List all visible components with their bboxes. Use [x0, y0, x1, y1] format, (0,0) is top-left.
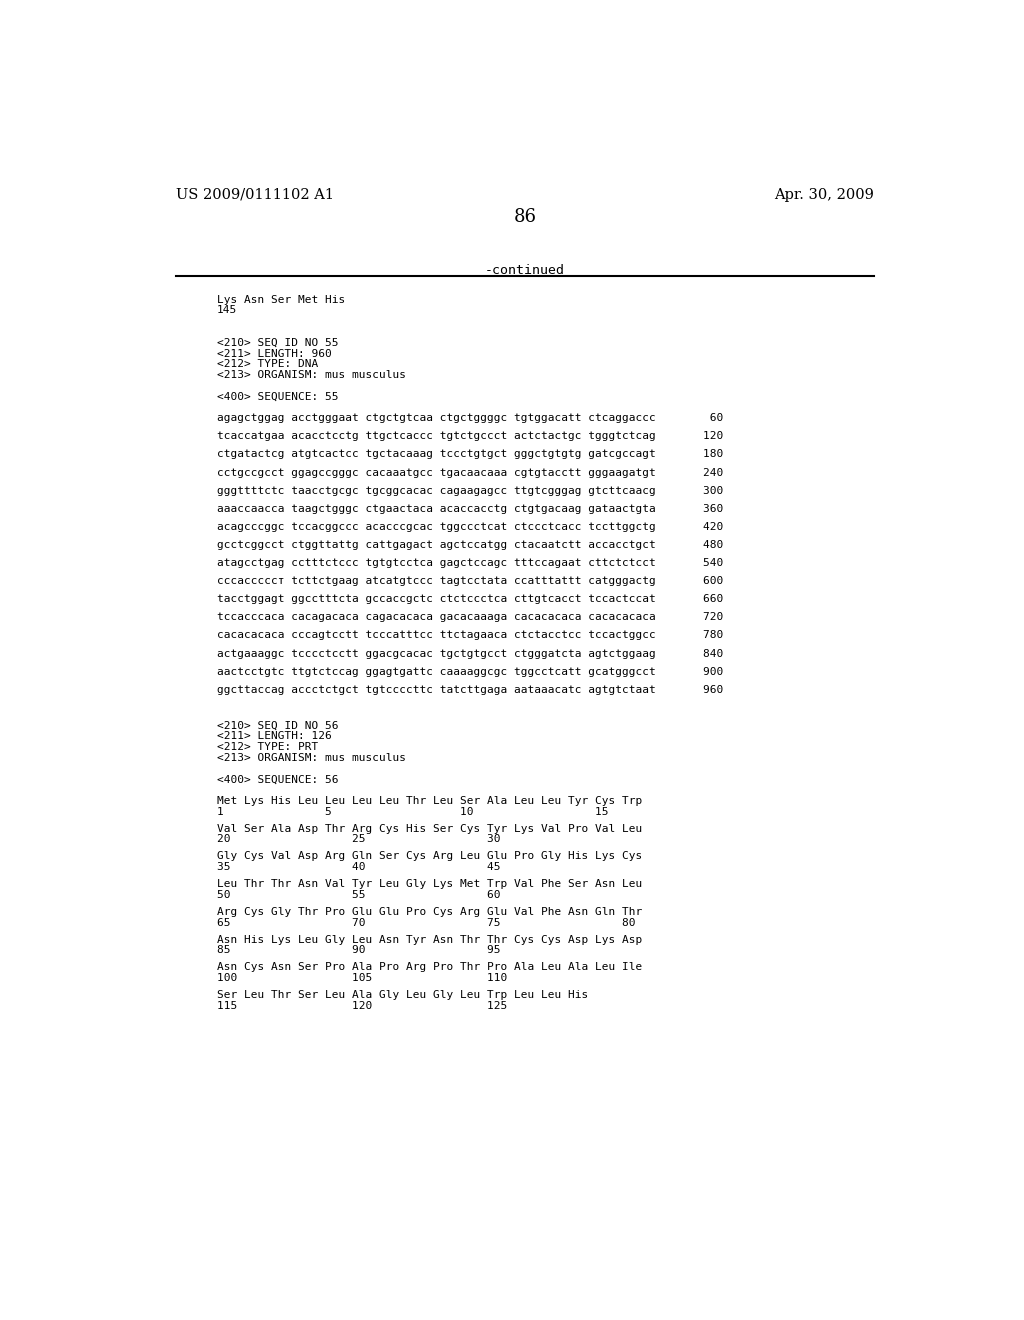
Text: tacctggagt ggcctttcta gccaccgctc ctctccctca cttgtcacct tccactccat       660: tacctggagt ggcctttcta gccaccgctc ctctccc…	[217, 594, 723, 605]
Text: tcaccatgaa acacctcctg ttgctcaccc tgtctgccct actctactgc tgggtctcag       120: tcaccatgaa acacctcctg ttgctcaccc tgtctgc…	[217, 432, 723, 441]
Text: Gly Cys Val Asp Arg Gln Ser Cys Arg Leu Glu Pro Gly His Lys Cys: Gly Cys Val Asp Arg Gln Ser Cys Arg Leu …	[217, 851, 642, 862]
Text: gggttttctc taacctgcgc tgcggcacac cagaagagcc ttgtcgggag gtcttcaacg       300: gggttttctc taacctgcgc tgcggcacac cagaaga…	[217, 486, 723, 495]
Text: 1               5                   10                  15: 1 5 10 15	[217, 807, 608, 817]
Text: <210> SEQ ID NO 56: <210> SEQ ID NO 56	[217, 721, 339, 730]
Text: Asn Cys Asn Ser Pro Ala Pro Arg Pro Thr Pro Ala Leu Ala Leu Ile: Asn Cys Asn Ser Pro Ala Pro Arg Pro Thr …	[217, 962, 642, 973]
Text: atagcctgag cctttctccc tgtgtcctca gagctccagc tttccagaat cttctctcct       540: atagcctgag cctttctccc tgtgtcctca gagctcc…	[217, 558, 723, 568]
Text: Apr. 30, 2009: Apr. 30, 2009	[774, 187, 873, 202]
Text: gcctcggcct ctggttattg cattgagact agctccatgg ctacaatctt accacctgct       480: gcctcggcct ctggttattg cattgagact agctcca…	[217, 540, 723, 550]
Text: 100                 105                 110: 100 105 110	[217, 973, 507, 983]
Text: Ser Leu Thr Ser Leu Ala Gly Leu Gly Leu Trp Leu Leu His: Ser Leu Thr Ser Leu Ala Gly Leu Gly Leu …	[217, 990, 589, 1001]
Text: cccacccccт tcttctgaag atcatgtccc tagtcctata ccatttattt catgggactg       600: cccacccccт tcttctgaag atcatgtccc tagtcct…	[217, 576, 723, 586]
Text: <210> SEQ ID NO 55: <210> SEQ ID NO 55	[217, 338, 339, 347]
Text: Met Lys His Leu Leu Leu Leu Thr Leu Ser Ala Leu Leu Tyr Cys Trp: Met Lys His Leu Leu Leu Leu Thr Leu Ser …	[217, 796, 642, 807]
Text: <211> LENGTH: 126: <211> LENGTH: 126	[217, 731, 332, 742]
Text: ggcttaccag accctctgct tgtccccttc tatcttgaga aataaacatc agtgtctaat       960: ggcttaccag accctctgct tgtccccttc tatcttg…	[217, 685, 723, 694]
Text: Lys Asn Ser Met His: Lys Asn Ser Met His	[217, 294, 345, 305]
Text: 85                  90                  95: 85 90 95	[217, 945, 501, 956]
Text: -continued: -continued	[484, 264, 565, 277]
Text: cacacacaca cccagtcctt tcccatttcc ttctagaaca ctctacctcc tccactggcc       780: cacacacaca cccagtcctt tcccatttcc ttctaga…	[217, 631, 723, 640]
Text: <212> TYPE: DNA: <212> TYPE: DNA	[217, 359, 318, 370]
Text: ctgatactcg atgtcactcc tgctacaaag tccctgtgct gggctgtgtg gatcgccagt       180: ctgatactcg atgtcactcc tgctacaaag tccctgt…	[217, 449, 723, 459]
Text: tccacccaca cacagacaca cagacacaca gacacaaaga cacacacaca cacacacaca       720: tccacccaca cacagacaca cagacacaca gacacaa…	[217, 612, 723, 622]
Text: cctgccgcct ggagccgggc cacaaatgcc tgacaacaaa cgtgtacctt gggaagatgt       240: cctgccgcct ggagccgggc cacaaatgcc tgacaac…	[217, 467, 723, 478]
Text: 20                  25                  30: 20 25 30	[217, 834, 501, 845]
Text: Asn His Lys Leu Gly Leu Asn Tyr Asn Thr Thr Cys Cys Asp Lys Asp: Asn His Lys Leu Gly Leu Asn Tyr Asn Thr …	[217, 935, 642, 945]
Text: 115                 120                 125: 115 120 125	[217, 1001, 507, 1011]
Text: 145: 145	[217, 305, 238, 315]
Text: agagctggag acctgggaat ctgctgtcaa ctgctggggc tgtggacatt ctcaggaccc        60: agagctggag acctgggaat ctgctgtcaa ctgctgg…	[217, 413, 723, 424]
Text: actgaaaggc tcccctcctt ggacgcacac tgctgtgcct ctgggatcta agtctggaag       840: actgaaaggc tcccctcctt ggacgcacac tgctgtg…	[217, 648, 723, 659]
Text: acagcccggc tccacggccc acacccgcac tggccctcat ctccctcacc tccttggctg       420: acagcccggc tccacggccc acacccgcac tggccct…	[217, 521, 723, 532]
Text: <212> TYPE: PRT: <212> TYPE: PRT	[217, 742, 318, 752]
Text: US 2009/0111102 A1: US 2009/0111102 A1	[176, 187, 334, 202]
Text: Val Ser Ala Asp Thr Arg Cys His Ser Cys Tyr Lys Val Pro Val Leu: Val Ser Ala Asp Thr Arg Cys His Ser Cys …	[217, 824, 642, 834]
Text: aactcctgtc ttgtctccag ggagtgattc caaaaggcgc tggcctcatt gcatgggcct       900: aactcctgtc ttgtctccag ggagtgattc caaaagg…	[217, 667, 723, 677]
Text: <400> SEQUENCE: 55: <400> SEQUENCE: 55	[217, 392, 339, 401]
Text: 86: 86	[513, 209, 537, 227]
Text: <211> LENGTH: 960: <211> LENGTH: 960	[217, 348, 332, 359]
Text: <213> ORGANISM: mus musculus: <213> ORGANISM: mus musculus	[217, 752, 407, 763]
Text: <213> ORGANISM: mus musculus: <213> ORGANISM: mus musculus	[217, 370, 407, 380]
Text: 35                  40                  45: 35 40 45	[217, 862, 501, 873]
Text: Arg Cys Gly Thr Pro Glu Glu Pro Cys Arg Glu Val Phe Asn Gln Thr: Arg Cys Gly Thr Pro Glu Glu Pro Cys Arg …	[217, 907, 642, 917]
Text: 50                  55                  60: 50 55 60	[217, 890, 501, 900]
Text: <400> SEQUENCE: 56: <400> SEQUENCE: 56	[217, 775, 339, 784]
Text: Leu Thr Thr Asn Val Tyr Leu Gly Lys Met Trp Val Phe Ser Asn Leu: Leu Thr Thr Asn Val Tyr Leu Gly Lys Met …	[217, 879, 642, 890]
Text: aaaccaacca taagctgggc ctgaactaca acaccacctg ctgtgacaag gataactgta       360: aaaccaacca taagctgggc ctgaactaca acaccac…	[217, 504, 723, 513]
Text: 65                  70                  75                  80: 65 70 75 80	[217, 917, 636, 928]
